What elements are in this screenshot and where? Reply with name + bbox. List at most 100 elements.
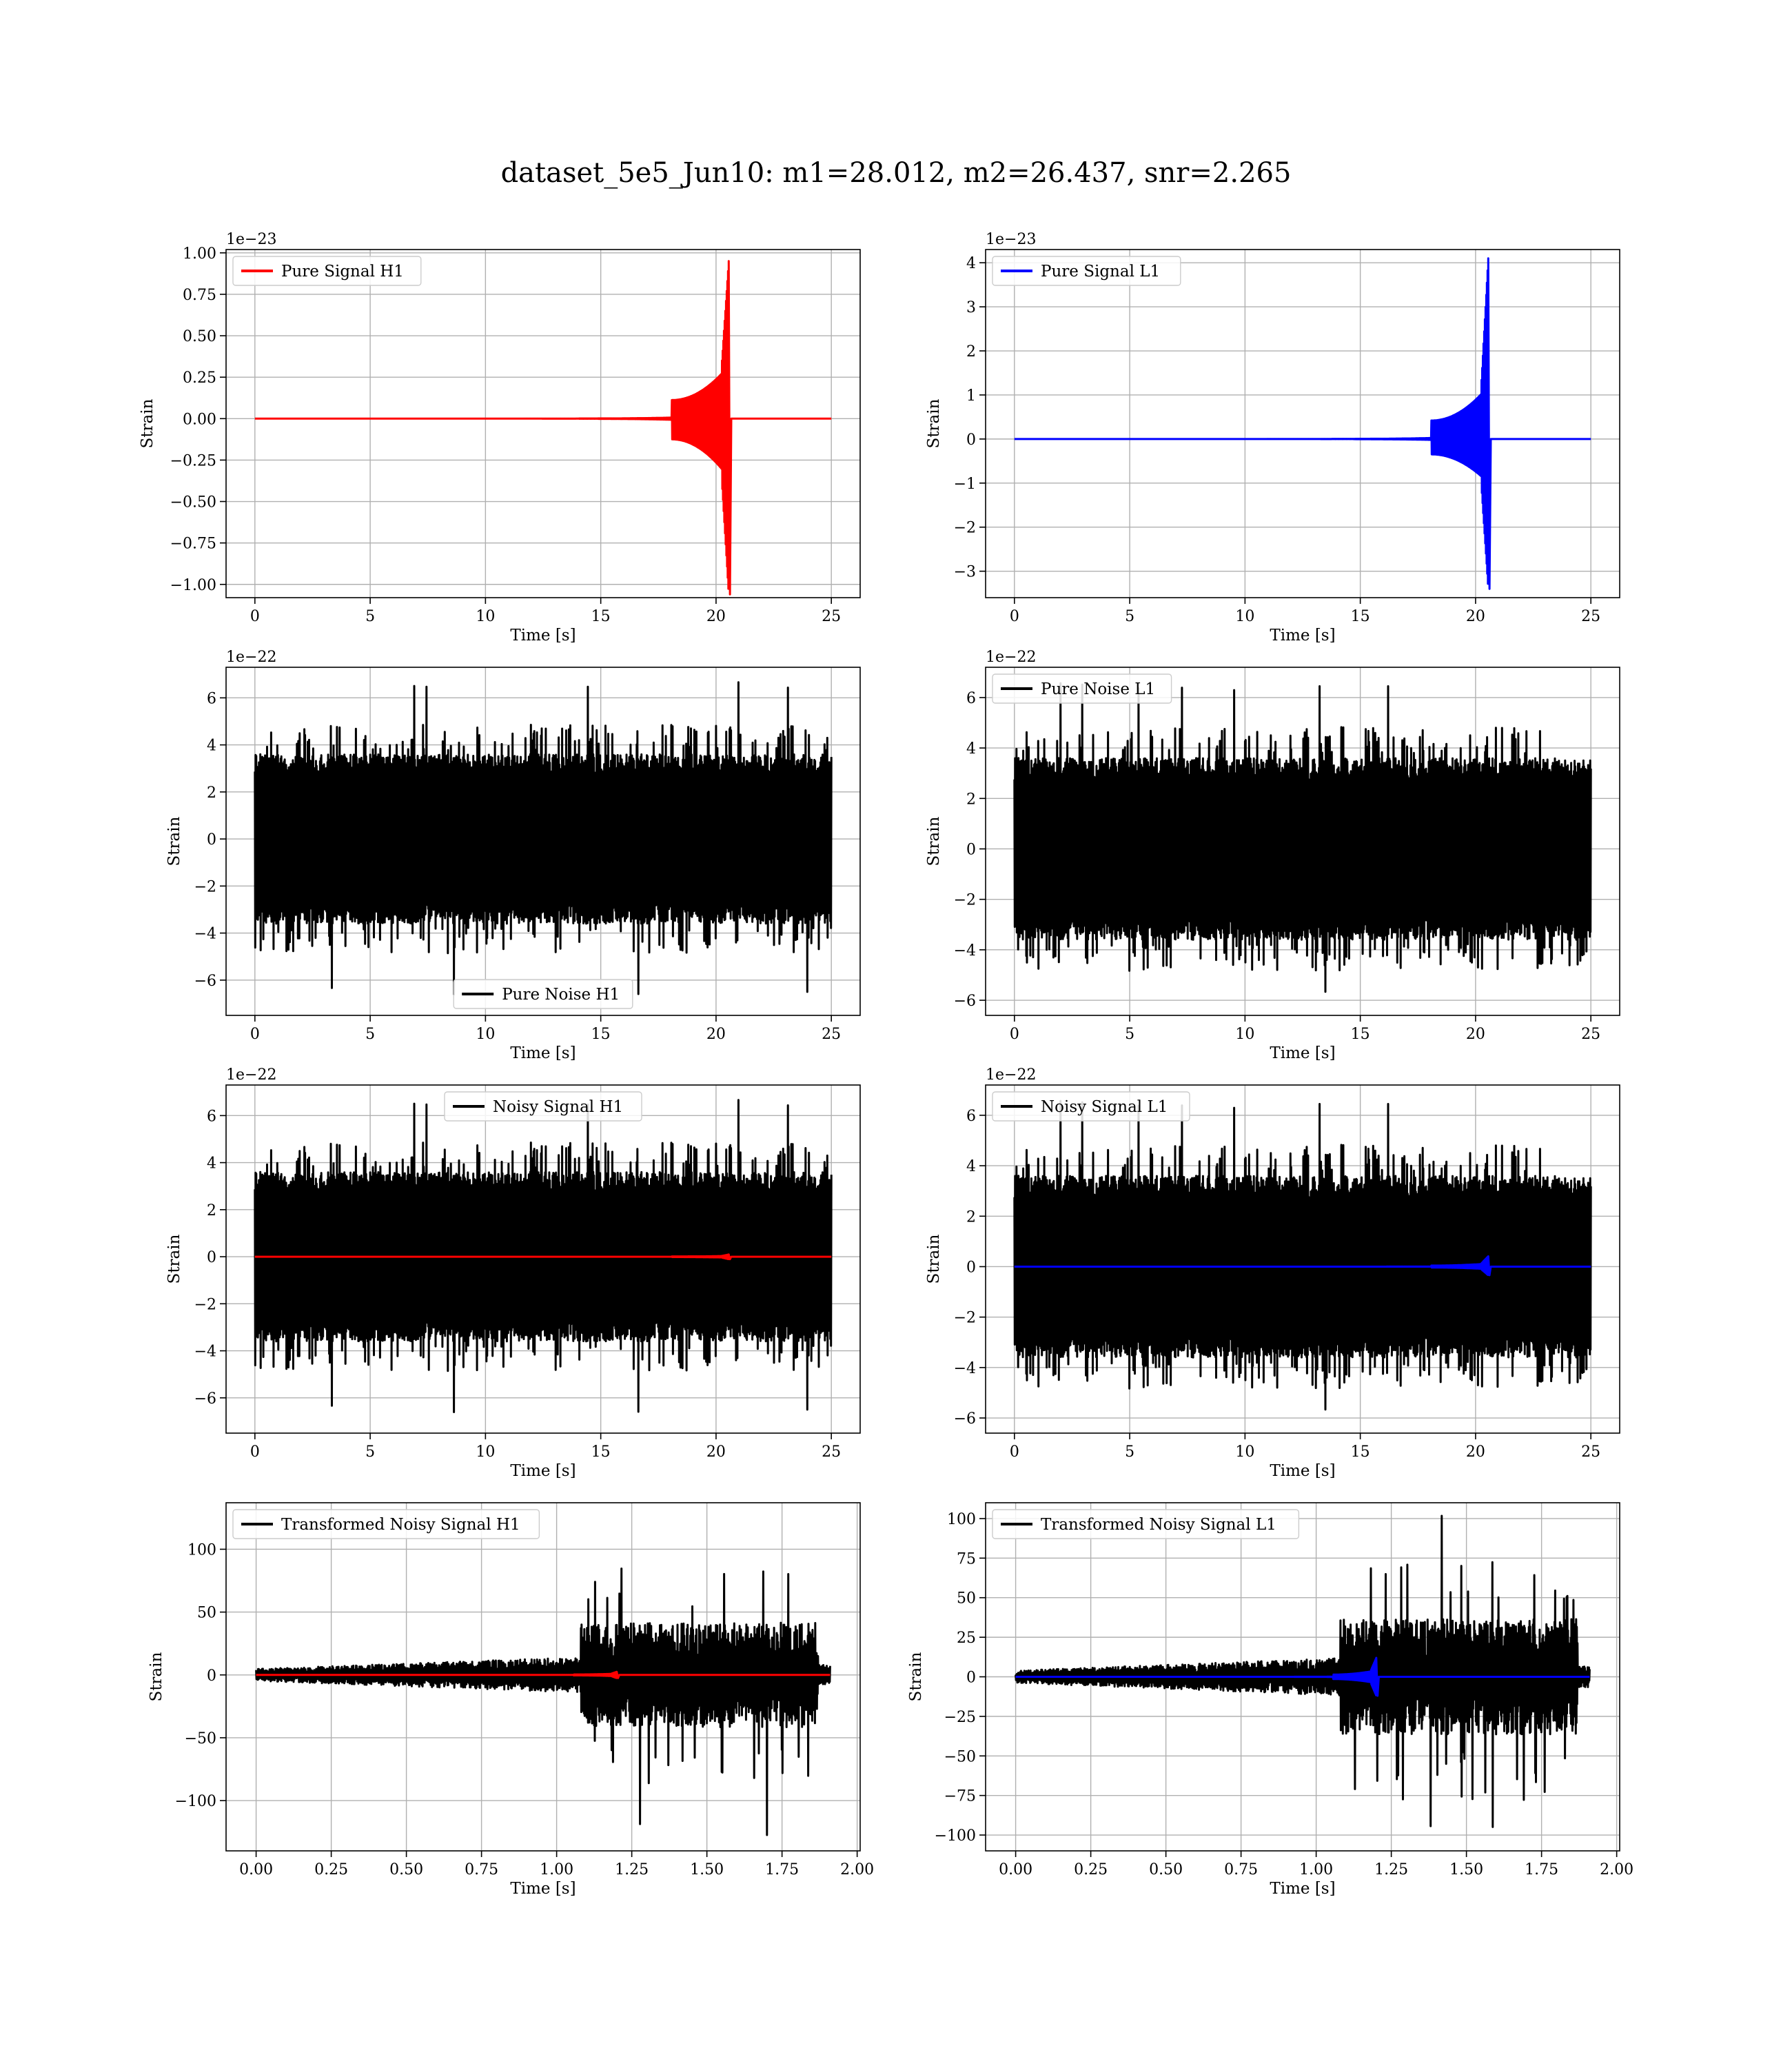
y-tick-label: −2 (954, 892, 976, 909)
x-tick-label: 0 (250, 1026, 260, 1043)
x-axis-label: Time [s] (1270, 627, 1335, 645)
axes-frame (225, 1084, 861, 1434)
x-tick-label: 5 (1125, 608, 1134, 625)
x-tick-label: 1.25 (615, 1861, 649, 1878)
y-tick-label: −4 (954, 1360, 976, 1377)
y-tick-label: 0 (207, 1249, 216, 1266)
x-tick-label: 1.00 (540, 1861, 573, 1878)
y-tick-label: 0.50 (183, 328, 216, 345)
y-tick-label: 6 (966, 690, 976, 707)
y-tick-label: −6 (954, 993, 976, 1010)
plot-area (254, 260, 832, 596)
y-tick-label: 6 (207, 690, 216, 707)
legend: Pure Signal H1 (232, 256, 422, 286)
y-tick-label: 0.25 (183, 369, 216, 387)
x-tick-label: 25 (1581, 608, 1600, 625)
x-tick-label: 15 (1351, 1443, 1370, 1461)
x-tick-label: 0.75 (465, 1861, 498, 1878)
y-tick-label: −2 (194, 878, 216, 895)
x-axis-label: Time [s] (510, 1462, 576, 1480)
series-line-noisy-signal-h1 (254, 1099, 833, 1413)
x-tick-label: 10 (476, 1443, 495, 1461)
y-tick-label: 4 (966, 1158, 976, 1175)
y-tick-label: 1.00 (183, 245, 216, 263)
legend-label: Pure Noise H1 (502, 986, 620, 1004)
legend-box (992, 1509, 1300, 1539)
y-tick-label: 4 (966, 740, 976, 758)
series-line-overlay-1 (1015, 1656, 1590, 1697)
y-tick-label: −2 (954, 520, 976, 537)
axes-frame (985, 249, 1620, 598)
legend: Pure Noise H1 (453, 979, 633, 1009)
y-tick-label: −4 (194, 1344, 216, 1361)
y-tick-label: −0.25 (170, 452, 216, 469)
legend-label: Pure Noise L1 (1041, 680, 1155, 698)
x-tick-label: 5 (1125, 1026, 1134, 1043)
x-tick-label: 0.25 (1074, 1861, 1108, 1878)
y-axis-label: Strain (139, 398, 156, 448)
legend-label: Pure Signal L1 (1041, 263, 1160, 281)
y-tick-label: 4 (966, 255, 976, 272)
x-tick-label: 0 (1010, 608, 1019, 625)
x-axis-label: Time [s] (1270, 1880, 1335, 1898)
chart-transformed-noisy-signal-h1: 0.00 0.25 0.50 0.75 1.00 1.25 1.50 1.75 2.00 100 5… (147, 1502, 874, 1898)
x-tick-label: 20 (1466, 1443, 1485, 1461)
x-tick-label: 0 (250, 608, 260, 625)
chart-pure-signal-h1: 0 5 10 15 20 25 1.00 0.75 0.50 0.25 0.00 −0.25 −0.50… (139, 231, 861, 645)
figure-title: dataset_5e5_Jun10: m1=28.012, m2=26.437,… (500, 157, 1292, 189)
x-axis-label: Time [s] (1270, 1044, 1335, 1062)
offset-text: 1e−22 (226, 1066, 276, 1084)
y-tick-label: 0.75 (183, 287, 216, 304)
x-tick-label: 2.00 (1600, 1861, 1633, 1878)
y-tick-label: −1 (954, 476, 976, 493)
x-tick-label: 15 (591, 608, 611, 625)
legend: Transformed Noisy Signal L1 (992, 1509, 1300, 1539)
x-tick-label: 0.00 (239, 1861, 273, 1878)
series-line-pure-noise-h1 (254, 681, 833, 995)
plot-area (1015, 1514, 1591, 1828)
series-line-overlay-1 (254, 1253, 832, 1261)
y-tick-label: −6 (194, 973, 216, 990)
y-axis-label: Strain (147, 1652, 165, 1701)
legend: Noisy Signal H1 (444, 1091, 642, 1122)
y-tick-label: 0.00 (183, 411, 216, 428)
y-tick-label: 0 (966, 432, 976, 449)
y-tick-label: −75 (944, 1788, 976, 1805)
x-axis-label: Time [s] (1270, 1462, 1335, 1480)
x-tick-label: 1.25 (1374, 1861, 1408, 1878)
plot-area (1013, 1099, 1592, 1411)
x-axis-label: Time [s] (510, 627, 576, 645)
legend-box (232, 256, 422, 286)
y-tick-label: 6 (207, 1108, 216, 1125)
x-tick-label: 15 (1351, 1026, 1370, 1043)
x-tick-label: 5 (1125, 1443, 1134, 1461)
plot-area (254, 681, 833, 995)
legend: Pure Signal L1 (992, 256, 1181, 286)
y-tick-label: 2 (966, 1208, 976, 1226)
y-tick-label: 6 (966, 1108, 976, 1125)
x-tick-label: 15 (591, 1026, 611, 1043)
y-tick-label: 100 (947, 1511, 976, 1528)
x-tick-label: 10 (1235, 1026, 1254, 1043)
x-tick-label: 5 (365, 1443, 375, 1461)
x-tick-label: 0.75 (1224, 1861, 1258, 1878)
series-line-transformed-noisy-signal-l1 (1015, 1514, 1591, 1828)
y-axis-label: Strain (165, 1234, 183, 1284)
x-axis-label: Time [s] (510, 1044, 576, 1062)
x-tick-label: 1.00 (1299, 1861, 1333, 1878)
legend-label: Transformed Noisy Signal L1 (1041, 1516, 1276, 1534)
plot-area (1013, 682, 1592, 993)
y-tick-label: −25 (944, 1709, 976, 1726)
y-tick-label: 2 (966, 343, 976, 361)
y-tick-label: 100 (187, 1541, 216, 1559)
series-line-overlay-1 (1013, 1255, 1591, 1277)
x-tick-label: 25 (1581, 1026, 1600, 1043)
y-tick-label: 0 (207, 1667, 216, 1685)
x-tick-label: 20 (706, 608, 726, 625)
y-tick-label: −50 (185, 1730, 216, 1747)
axes-frame (225, 249, 861, 598)
y-tick-label: 25 (957, 1630, 976, 1647)
